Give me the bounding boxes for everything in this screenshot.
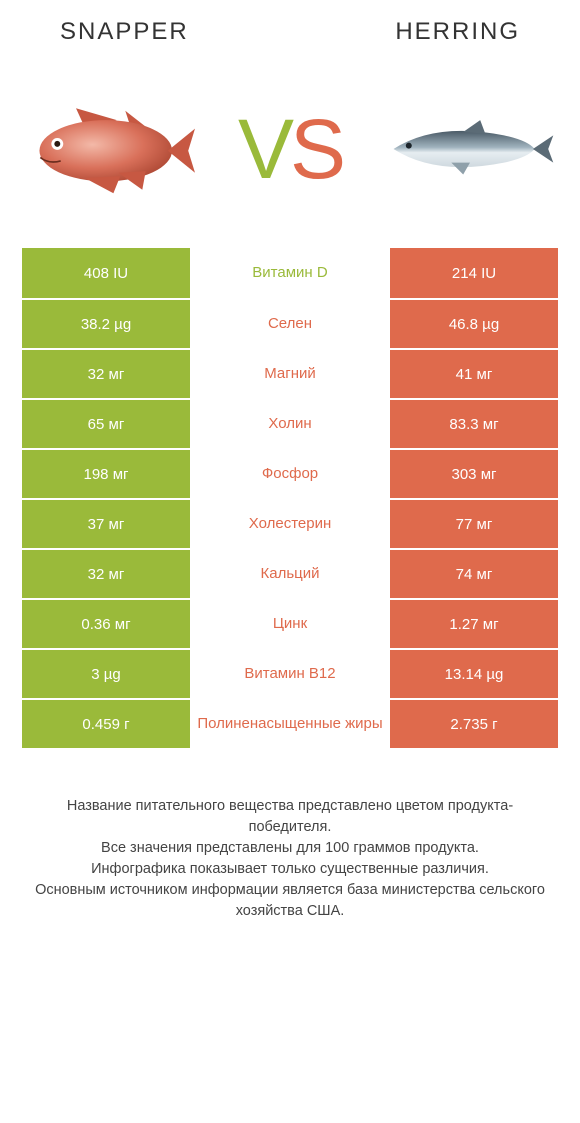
herring-icon xyxy=(385,115,555,183)
footer-line: Инфографика показывает только существенн… xyxy=(30,859,550,880)
left-value: 0.459 г xyxy=(22,698,190,748)
nutrient-label: Холестерин xyxy=(190,498,390,548)
right-value: 74 мг xyxy=(390,548,558,598)
right-value: 46.8 µg xyxy=(390,298,558,348)
footer-line: Все значения представлены для 100 граммо… xyxy=(30,838,550,859)
left-value: 65 мг xyxy=(22,398,190,448)
table-row: 3 µgВитамин B1213.14 µg xyxy=(22,648,558,698)
table-row: 198 мгФосфор303 мг xyxy=(22,448,558,498)
herring-image xyxy=(380,84,560,214)
left-value: 32 мг xyxy=(22,548,190,598)
right-value: 214 IU xyxy=(390,248,558,298)
left-product-title: Snapper xyxy=(60,18,189,46)
left-value: 3 µg xyxy=(22,648,190,698)
nutrient-label: Фосфор xyxy=(190,448,390,498)
table-row: 0.459 гПолиненасыщенные жиры2.735 г xyxy=(22,698,558,748)
left-value: 37 мг xyxy=(22,498,190,548)
nutrient-label: Магний xyxy=(190,348,390,398)
vs-s: S xyxy=(290,102,342,196)
header-row: Snapper Herring xyxy=(0,0,580,54)
snapper-image xyxy=(20,84,200,214)
right-value: 1.27 мг xyxy=(390,598,558,648)
nutrient-label: Витамин B12 xyxy=(190,648,390,698)
comparison-table: 408 IUВитамин D214 IU38.2 µgСелен46.8 µg… xyxy=(22,248,558,748)
footer-line: Название питательного вещества представл… xyxy=(30,796,550,838)
nutrient-label: Витамин D xyxy=(190,248,390,298)
vs-v: V xyxy=(238,102,290,196)
right-value: 77 мг xyxy=(390,498,558,548)
table-row: 37 мгХолестерин77 мг xyxy=(22,498,558,548)
left-value: 0.36 мг xyxy=(22,598,190,648)
right-value: 2.735 г xyxy=(390,698,558,748)
footer-notes: Название питательного вещества представл… xyxy=(30,796,550,922)
nutrient-label: Цинк xyxy=(190,598,390,648)
nutrient-label: Холин xyxy=(190,398,390,448)
nutrient-label: Селен xyxy=(190,298,390,348)
vs-label: VS xyxy=(238,101,342,198)
table-row: 0.36 мгЦинк1.27 мг xyxy=(22,598,558,648)
snapper-icon xyxy=(25,98,195,200)
table-row: 65 мгХолин83.3 мг xyxy=(22,398,558,448)
left-value: 408 IU xyxy=(22,248,190,298)
nutrient-label: Кальций xyxy=(190,548,390,598)
left-value: 38.2 µg xyxy=(22,298,190,348)
right-value: 41 мг xyxy=(390,348,558,398)
left-value: 32 мг xyxy=(22,348,190,398)
footer-line: Основным источником информации является … xyxy=(30,880,550,922)
right-value: 303 мг xyxy=(390,448,558,498)
hero-row: VS xyxy=(0,54,580,244)
right-value: 83.3 мг xyxy=(390,398,558,448)
right-value: 13.14 µg xyxy=(390,648,558,698)
left-value: 198 мг xyxy=(22,448,190,498)
table-row: 408 IUВитамин D214 IU xyxy=(22,248,558,298)
table-row: 38.2 µgСелен46.8 µg xyxy=(22,298,558,348)
table-row: 32 мгКальций74 мг xyxy=(22,548,558,598)
table-row: 32 мгМагний41 мг xyxy=(22,348,558,398)
right-product-title: Herring xyxy=(395,18,520,46)
nutrient-label: Полиненасыщенные жиры xyxy=(190,698,390,748)
